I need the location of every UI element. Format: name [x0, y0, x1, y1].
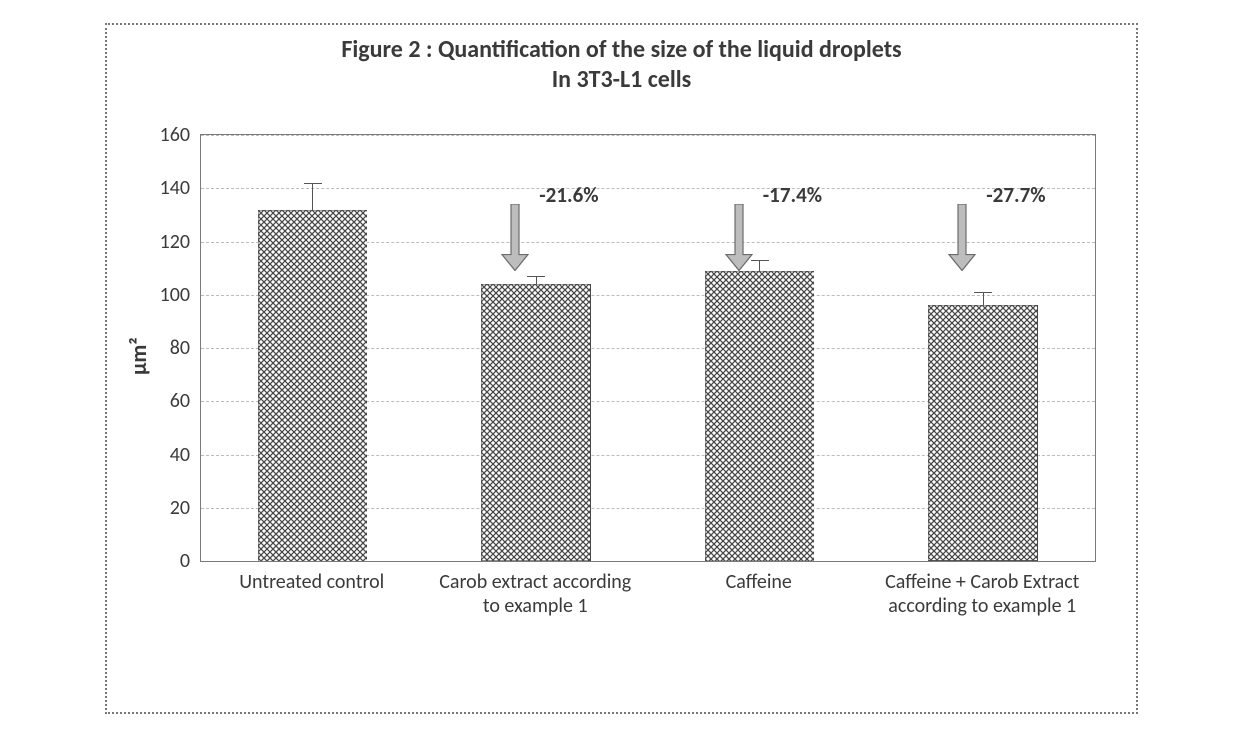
callout-label: -27.7%: [986, 182, 1045, 208]
y-tick-label: 40: [140, 443, 190, 467]
bar: [258, 210, 368, 561]
x-tick-label: Carob extract according to example 1: [430, 570, 640, 618]
error-bar: [536, 276, 537, 284]
x-tick-label: Caffeine: [654, 570, 864, 594]
y-tick-label: 80: [140, 336, 190, 360]
y-tick-label: 160: [140, 123, 190, 147]
callout-label: -21.6%: [539, 182, 598, 208]
y-tick-label: 0: [140, 549, 190, 573]
chart-title-line2: In 3T3-L1 cells: [105, 65, 1138, 94]
error-bar-cap: [527, 276, 545, 277]
y-tick-label: 120: [140, 230, 190, 254]
y-tick-label: 20: [140, 496, 190, 520]
x-tick-label: Untreated control: [207, 570, 417, 594]
gridline: [201, 135, 1095, 136]
error-bar-cap: [974, 292, 992, 293]
bar: [481, 284, 591, 561]
y-tick-label: 60: [140, 389, 190, 413]
error-bar: [312, 183, 313, 210]
y-tick-label: 100: [140, 283, 190, 307]
bar: [705, 271, 815, 561]
error-bar: [983, 292, 984, 305]
y-tick-label: 140: [140, 176, 190, 200]
down-arrow-icon: [500, 204, 530, 271]
callout-label: -17.4%: [763, 182, 822, 208]
down-arrow-icon: [947, 204, 977, 271]
error-bar-cap: [304, 183, 322, 184]
down-arrow-icon: [724, 204, 754, 271]
bar: [928, 305, 1038, 561]
plot-area: [200, 134, 1096, 562]
error-bar: [759, 260, 760, 271]
x-tick-label: Caffeine + Carob Extract according to ex…: [877, 570, 1087, 618]
chart-title-line1: Figure 2 : Quantification of the size of…: [105, 35, 1138, 64]
gridline: [201, 188, 1095, 189]
